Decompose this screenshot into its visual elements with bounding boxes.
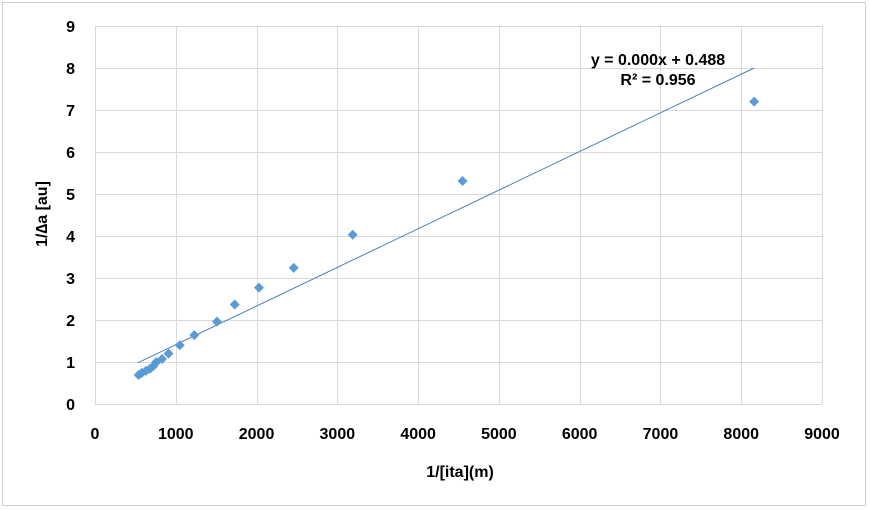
y-tick-label: 0 bbox=[66, 397, 75, 414]
trendline-layer bbox=[137, 67, 755, 364]
trendline-r-squared: R² = 0.956 bbox=[620, 72, 695, 89]
data-point bbox=[347, 229, 358, 240]
data-point bbox=[211, 316, 222, 327]
x-tick-label: 5000 bbox=[481, 426, 517, 443]
y-tick-label: 7 bbox=[66, 103, 75, 120]
data-point bbox=[174, 340, 185, 351]
x-tick-label: 7000 bbox=[643, 426, 679, 443]
x-axis-title: 1/[ita](m) bbox=[426, 464, 494, 481]
data-point bbox=[229, 299, 240, 310]
data-points bbox=[133, 96, 760, 381]
y-axis-title: 1/∆a [au] bbox=[34, 181, 51, 247]
y-tick-label: 6 bbox=[66, 145, 75, 162]
x-tick-label: 9000 bbox=[804, 426, 840, 443]
x-tick-label: 3000 bbox=[320, 426, 356, 443]
data-point bbox=[189, 330, 200, 341]
x-tick-labels: 0 1000 2000 3000 4000 5000 6000 7000 8000 9000 bbox=[91, 426, 840, 443]
data-point bbox=[163, 348, 174, 359]
data-point bbox=[253, 282, 264, 293]
y-tick-labels: 0 1 2 3 4 5 6 7 8 9 bbox=[66, 19, 75, 414]
y-tick-label: 4 bbox=[66, 229, 75, 246]
data-point bbox=[749, 96, 760, 107]
x-tick-label: 0 bbox=[91, 426, 100, 443]
y-tick-label: 1 bbox=[66, 355, 75, 372]
data-point bbox=[157, 354, 168, 365]
trendline-equation: y = 0.000x + 0.488 bbox=[591, 52, 725, 69]
data-point bbox=[457, 175, 468, 186]
grid-lines bbox=[95, 26, 823, 405]
x-tick-label: 1000 bbox=[158, 426, 194, 443]
data-point bbox=[288, 262, 299, 273]
x-tick-label: 6000 bbox=[562, 426, 598, 443]
y-tick-label: 2 bbox=[66, 313, 75, 330]
x-tick-label: 2000 bbox=[239, 426, 275, 443]
x-tick-label: 4000 bbox=[400, 426, 436, 443]
y-tick-label: 5 bbox=[66, 187, 75, 204]
y-tick-label: 9 bbox=[66, 19, 75, 36]
y-tick-label: 8 bbox=[66, 61, 75, 78]
y-tick-label: 3 bbox=[66, 271, 75, 288]
trendline bbox=[137, 67, 755, 364]
x-tick-label: 8000 bbox=[723, 426, 759, 443]
